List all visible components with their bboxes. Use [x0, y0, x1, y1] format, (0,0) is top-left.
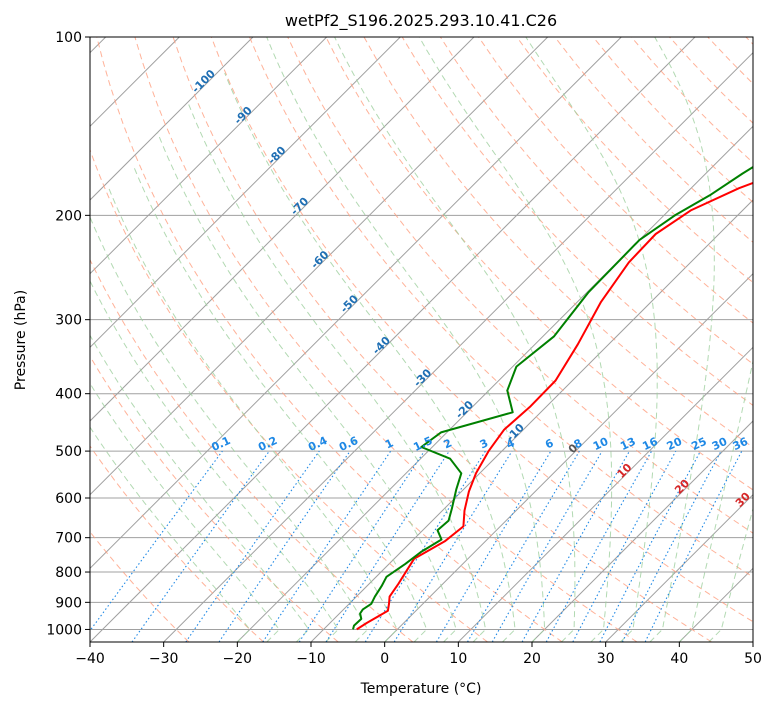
mixing-ratio-label: 20	[665, 435, 685, 453]
x-tick-label: −10	[296, 651, 326, 667]
x-tick-label: −20	[223, 651, 253, 667]
y-tick-label: 700	[55, 531, 82, 547]
dry-adiabat-line	[325, 37, 753, 491]
x-tick-label: −40	[75, 651, 105, 667]
profile-lines	[352, 165, 753, 631]
x-axis-label: Temperature (°C)	[360, 681, 482, 697]
mixing-ratio-label: 10	[591, 435, 611, 453]
dry-adiabat-line	[210, 37, 753, 623]
mixing-ratio-line	[393, 450, 513, 642]
y-tick-label: 200	[55, 208, 82, 224]
dry-adiabat-line	[96, 37, 563, 642]
y-tick-label: 500	[55, 444, 82, 460]
y-tick-label: 1000	[46, 622, 82, 638]
isotherm-line	[236, 125, 753, 642]
plot-frame	[89, 36, 754, 643]
isotherm-line	[90, 37, 475, 422]
dry-adiabat-line	[90, 258, 414, 642]
dry-adiabat-line	[90, 355, 339, 642]
dry-adiabat-line	[287, 37, 753, 534]
temperature-profile-line	[356, 181, 753, 631]
mixing-ratio-line	[325, 450, 450, 642]
isotherm-line	[384, 272, 753, 642]
x-tick-label: 10	[449, 651, 467, 667]
x-tick-label: 50	[744, 651, 762, 667]
mixing-ratio-line	[90, 450, 223, 632]
y-tick-label: 400	[55, 387, 82, 403]
mixing-ratio-line	[572, 450, 677, 642]
chart-title: wetPf2_S196.2025.293.10.41.C26	[285, 11, 557, 31]
moist-adiabat-line	[108, 188, 398, 642]
y-axis-label: Pressure (hPa)	[13, 290, 29, 390]
isotherm-line	[90, 37, 696, 642]
mixing-ratio-line	[298, 450, 425, 642]
x-tick-label: 30	[597, 651, 615, 667]
isotherm-line	[605, 493, 753, 642]
isotherm-line	[90, 37, 549, 496]
isotherm-line	[90, 37, 328, 275]
moist-adiabat-line	[525, 37, 658, 642]
dry-adiabat-line	[516, 37, 753, 284]
isotherm-line	[457, 346, 753, 642]
mixing-ratio-label: 25	[689, 435, 708, 453]
isotherm-line	[163, 51, 753, 642]
mixing-ratio-line	[545, 450, 653, 642]
moist-adiabat-line	[266, 37, 546, 642]
x-tick-label: 40	[670, 651, 688, 667]
moist-adiabat-line	[90, 215, 369, 642]
moist-adiabat-line	[90, 426, 251, 642]
dry-adiabat-line	[249, 37, 753, 578]
x-tick-label: 20	[523, 651, 541, 667]
moist-adiabat-line	[188, 104, 487, 642]
dewpoint-profile-line	[352, 165, 753, 630]
x-tick-label: −30	[149, 651, 179, 667]
moist-adiabat-line	[418, 37, 613, 642]
mixing-ratio-label: 30	[710, 435, 730, 453]
y-tick-label: 300	[55, 313, 82, 329]
moist-adiabat-line	[90, 279, 339, 642]
axis-ticks: −40 −30 −20 −10 0 10 20 30 40 50 1000 900 800 700 600 5…	[46, 30, 762, 667]
dry-adiabat-line	[172, 37, 712, 642]
moist-adiabat-line	[90, 334, 310, 642]
y-tick-label: 900	[55, 595, 82, 611]
mixing-ratio-label: 16	[640, 435, 660, 453]
mixing-ratio-line	[521, 450, 630, 642]
moist-adiabat-line	[649, 37, 715, 642]
moist-adiabat-line	[90, 382, 281, 642]
moist-adiabat-line	[224, 72, 516, 642]
isotherm-line	[531, 420, 753, 642]
isotherm-line	[310, 199, 753, 642]
mixing-ratio-line	[131, 450, 270, 642]
moist-adiabat-line	[678, 358, 753, 642]
background-lines	[90, 37, 753, 642]
mixing-ratio-line	[262, 450, 392, 642]
moist-adiabat-line	[334, 37, 576, 642]
x-tick-label: 0	[380, 651, 389, 667]
y-tick-label: 100	[55, 30, 82, 46]
isotherm-line	[90, 37, 622, 570]
dry-adiabat-line	[90, 445, 264, 642]
dry-adiabat-line	[134, 37, 638, 642]
mixing-ratio-label: 13	[618, 435, 637, 453]
mixing-ratio-line	[185, 450, 320, 642]
y-tick-label: 600	[55, 491, 82, 507]
mixing-ratio-label: 36	[731, 435, 751, 453]
isotherm-line	[90, 37, 254, 201]
mixing-ratio-line	[218, 450, 351, 642]
y-tick-label: 800	[55, 565, 82, 581]
mixing-ratio-line	[644, 450, 743, 642]
